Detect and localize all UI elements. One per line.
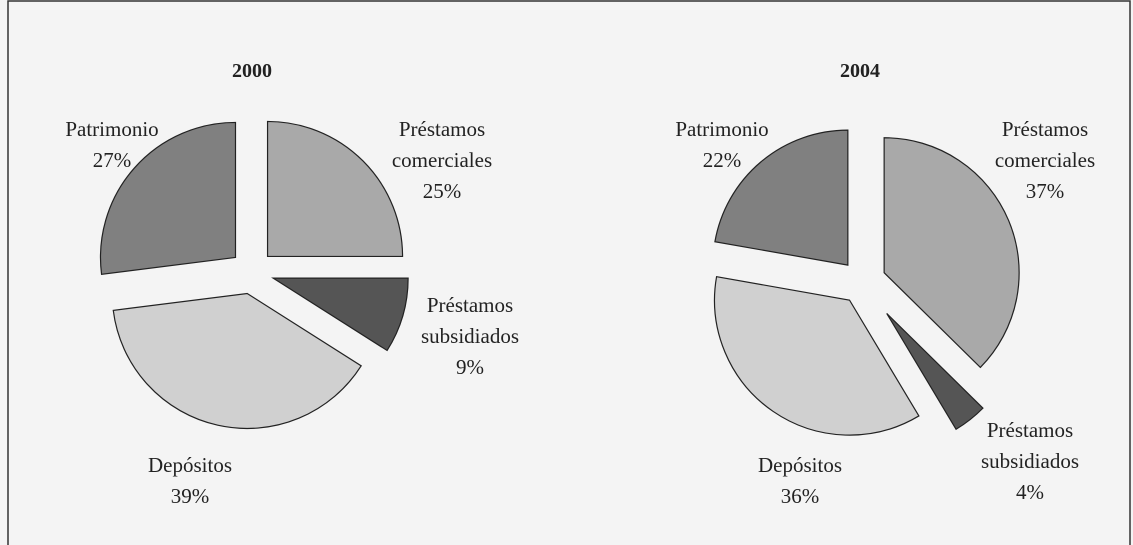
slice-label: Préstamos subsidiados 9% [390, 290, 550, 383]
slice-value: 39% [170, 484, 210, 508]
slice-value: 36% [780, 484, 820, 508]
slice-label: Depósitos 39% [110, 450, 270, 512]
pie-slice [112, 292, 363, 430]
pie-slice [99, 121, 237, 276]
slice-name: Préstamos comerciales [391, 117, 493, 172]
pie-slice [713, 275, 920, 436]
frame [7, 0, 1131, 545]
pie-slice [266, 120, 404, 258]
slice-value: 4% [1016, 480, 1044, 504]
slice-value: 37% [1025, 179, 1065, 203]
slice-value: 27% [92, 148, 132, 172]
slice-label: Patrimonio 27% [32, 114, 192, 176]
pie-slice [886, 313, 984, 431]
slice-name: Préstamos comerciales [994, 117, 1096, 172]
pie-slice [714, 129, 849, 266]
slice-name: Préstamos subsidiados [980, 418, 1079, 473]
chart-title: 2004 [840, 60, 880, 82]
slice-label: Préstamos comerciales 25% [362, 114, 522, 207]
slice-name: Patrimonio [65, 117, 159, 141]
slice-name: Depósitos [758, 453, 842, 477]
slice-label: Depósitos 36% [720, 450, 880, 512]
slice-value: 25% [422, 179, 462, 203]
slice-label: Patrimonio 22% [642, 114, 802, 176]
slice-name: Préstamos subsidiados [420, 293, 519, 348]
pie-slice [883, 137, 1020, 369]
chart-title: 2000 [232, 60, 272, 82]
slice-value: 22% [702, 148, 742, 172]
slice-name: Depósitos [148, 453, 232, 477]
slice-label: Préstamos comerciales 37% [965, 114, 1125, 207]
slice-value: 9% [456, 355, 484, 379]
slice-name: Patrimonio [675, 117, 769, 141]
pie-slice [271, 277, 409, 352]
slice-label: Préstamos subsidiados 4% [950, 415, 1110, 508]
